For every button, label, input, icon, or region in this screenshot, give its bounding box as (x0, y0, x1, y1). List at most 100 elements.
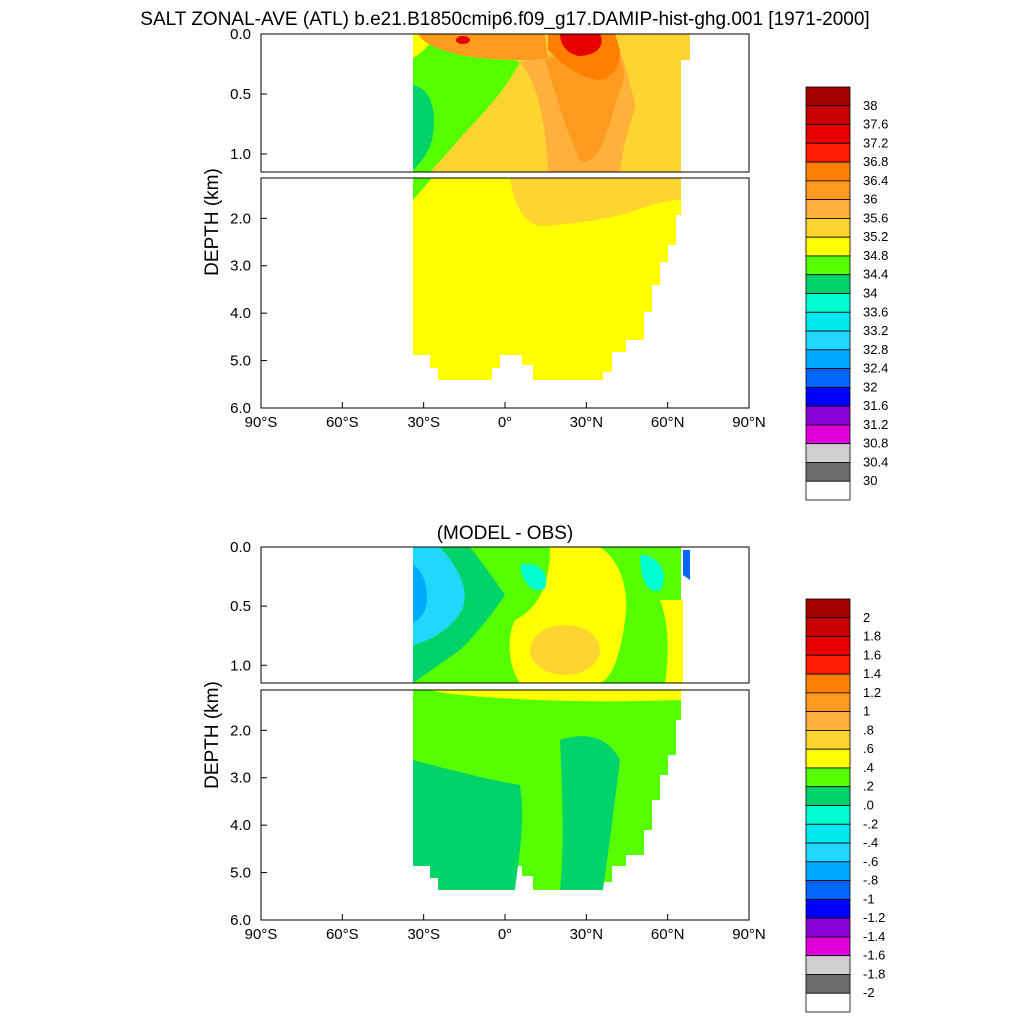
colorbar-swatch (805, 236, 851, 257)
colorbar-label: 30.4 (863, 454, 888, 469)
salinity-upper-field (413, 34, 690, 172)
x-tick-label: 90°S (245, 414, 278, 431)
y-tick-label: 3.0 (230, 258, 251, 275)
colorbar-swatch (805, 424, 851, 445)
difference-blue-patch (413, 547, 465, 645)
x-tick-label: 90°S (245, 926, 278, 943)
salinity-red-spot (456, 36, 470, 44)
x-tick-label: 30°N (570, 926, 604, 943)
colorbar-swatch (805, 748, 851, 769)
salinity-upper-frame (260, 33, 750, 173)
colorbar-label: .4 (863, 760, 874, 775)
x-tick-label: 30°N (570, 414, 604, 431)
y-tick-label: 0.0 (230, 26, 251, 43)
colorbar-swatch (805, 462, 851, 482)
colorbar-swatch (805, 598, 851, 619)
x-tick-label: 60°S (326, 926, 359, 943)
colorbar-label: 1.6 (863, 647, 881, 662)
colorbar-swatch (805, 880, 851, 900)
y-tick-label: 2.0 (230, 210, 251, 227)
salinity-green-patch (413, 85, 434, 170)
colorbar-label: 35.2 (863, 229, 888, 244)
colorbar-swatch (805, 368, 851, 388)
colorbar-label: 32 (863, 379, 877, 394)
colorbar-label: 30.8 (863, 436, 888, 451)
colorbar-label: -.4 (863, 835, 878, 850)
colorbar-label: 38 (863, 98, 877, 113)
colorbar-swatch (805, 936, 851, 957)
x-tick-label: 30°S (407, 414, 440, 431)
figure-title: SALT ZONAL-AVE (ATL) b.e21.B1850cmip6.f0… (140, 9, 869, 30)
colorbar-swatch (805, 180, 851, 201)
difference-blue-east (683, 550, 690, 580)
colorbar-label: 34.8 (863, 248, 888, 263)
salinity-chart: 90°S 60°S 30°S 0° 30°N 60°N 90°N 0.0 0.5 1.0 2.0 3.… (202, 26, 888, 501)
colorbar-swatch (805, 330, 851, 351)
colorbar-swatch (805, 730, 851, 750)
colorbar-swatch (805, 917, 851, 938)
colorbar-swatch (805, 443, 851, 463)
colorbar-swatch (805, 692, 851, 713)
colorbar-label: -1.4 (863, 929, 885, 944)
colorbar-swatch (805, 654, 851, 675)
y-tick-label: 5.0 (230, 353, 251, 370)
colorbar-label: .0 (863, 798, 874, 813)
difference-axes: 90°S 60°S 30°S 0° 30°N 60°N 90°N 0.0 0.5 1.0 2.0 3.… (230, 539, 766, 943)
colorbar-label: 30 (863, 473, 877, 488)
colorbar-swatch (805, 711, 851, 731)
colorbar-swatch (805, 955, 851, 975)
y-tick-label: 1.0 (230, 657, 251, 674)
y-tick-label: 4.0 (230, 817, 251, 834)
salinity-colorbar: 38 37.6 37.2 36.8 36.4 36 35.6 35.2 34.8 34.4 34 33… (805, 86, 888, 501)
difference-colorbar: 21.81.61.41.21.8.6.4.2.0-.2-.4-.6-.8-1-1… (805, 598, 885, 1013)
salinity-green-zone (413, 34, 520, 172)
colorbar-swatch (805, 105, 851, 125)
salinity-lower-base (413, 178, 681, 380)
colorbar-swatch (805, 199, 851, 219)
y-tick-label: 6.0 (230, 400, 251, 417)
colorbar-swatch (805, 405, 851, 426)
colorbar-swatch (805, 274, 851, 294)
colorbar-label: .2 (863, 779, 874, 794)
x-tick-label: 60°N (651, 926, 685, 943)
colorbar-label: 1 (863, 704, 870, 719)
colorbar-label: 1.8 (863, 629, 881, 644)
difference-green-west (413, 547, 505, 683)
difference-lower-field (413, 690, 681, 890)
x-tick-label: 90°N (732, 926, 766, 943)
y-tick-label: 1.0 (230, 146, 251, 163)
colorbar-swatch (805, 974, 851, 994)
colorbar-swatch (805, 805, 851, 825)
colorbar-swatch (805, 617, 851, 637)
colorbar-swatch (805, 86, 851, 107)
x-tick-label: 60°S (326, 414, 359, 431)
x-tick-label: 0° (498, 414, 512, 431)
colorbar-label: 35.6 (863, 210, 888, 225)
colorbar-label: 36 (863, 192, 877, 207)
colorbar-label: 32.4 (863, 361, 888, 376)
difference-chart-title: (MODEL - OBS) (437, 523, 574, 544)
colorbar-swatch (805, 673, 851, 694)
colorbar-swatch (805, 161, 851, 182)
colorbar-swatch (805, 349, 851, 369)
colorbar-label: 1.4 (863, 666, 881, 681)
salinity-lower-field (413, 178, 681, 380)
colorbar-label: -2 (863, 985, 875, 1000)
colorbar-label: -1 (863, 891, 875, 906)
colorbar-label: 37.6 (863, 117, 888, 132)
colorbar-swatch (805, 255, 851, 276)
y-tick-label: 5.0 (230, 865, 251, 882)
difference-east-yellow (660, 600, 683, 683)
colorbar-swatch (805, 293, 851, 313)
colorbar-label: 36.4 (863, 173, 888, 188)
x-tick-label: 0° (498, 926, 512, 943)
colorbar-label: 1.2 (863, 685, 881, 700)
salinity-upper-right-strip (615, 34, 690, 172)
difference-upper-frame (260, 546, 750, 684)
difference-lower-green2-east (560, 736, 620, 890)
salinity-lower-orange (510, 178, 681, 226)
colorbar-label: 31.2 (863, 417, 888, 432)
colorbar-label: 37.2 (863, 135, 888, 150)
y-tick-label: 3.0 (230, 770, 251, 787)
colorbar-swatch (805, 823, 851, 844)
